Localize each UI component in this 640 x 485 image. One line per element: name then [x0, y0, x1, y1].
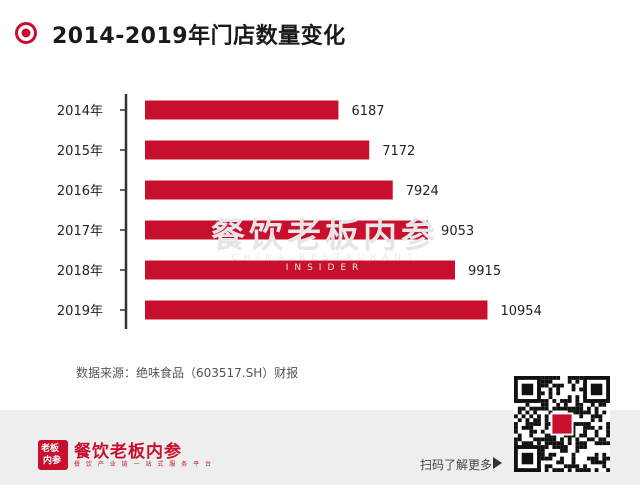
arrow-right-icon: [493, 457, 502, 469]
scan-prompt: 扫码了解更多: [420, 458, 493, 472]
brand-name: 餐饮老板内参: [74, 442, 182, 462]
category-label: 2015年: [57, 144, 103, 159]
bar: [145, 260, 455, 280]
category-label: 2017年: [57, 224, 103, 239]
seal-char: 老板: [41, 444, 60, 454]
brand-logo: 老板 内参: [38, 440, 68, 470]
value-label: 9053: [441, 224, 474, 239]
qr-code-icon[interactable]: [514, 376, 610, 472]
bar: [145, 220, 429, 240]
category-label: 2019年: [57, 304, 103, 319]
header: 2014-2019年门店数量变化: [0, 0, 640, 60]
category-label: 2018年: [57, 264, 103, 279]
bar: [145, 140, 370, 160]
seal-char: 内参: [43, 456, 62, 466]
bar: [145, 180, 393, 200]
bar-chart: 2014年 6187 2015年 7172 2016年 7924 2017年 9053 2018…: [57, 94, 542, 329]
category-label: 2016年: [57, 184, 103, 199]
value-label: 10954: [500, 304, 541, 319]
value-label: 9915: [468, 264, 501, 279]
page-title: 2014-2019年门店数量变化: [52, 24, 346, 49]
value-label: 7172: [382, 144, 415, 159]
value-label: 7924: [406, 184, 439, 199]
bar: [145, 300, 488, 320]
target-icon: [15, 22, 37, 44]
data-source: 数据来源：绝味食品（603517.SH）财报: [76, 366, 299, 380]
brand-tagline: 餐 饮 产 业 链 一 站 式 服 务 平 台: [74, 461, 213, 468]
category-label: 2014年: [57, 104, 103, 119]
bar: [145, 100, 339, 120]
value-label: 6187: [351, 104, 384, 119]
